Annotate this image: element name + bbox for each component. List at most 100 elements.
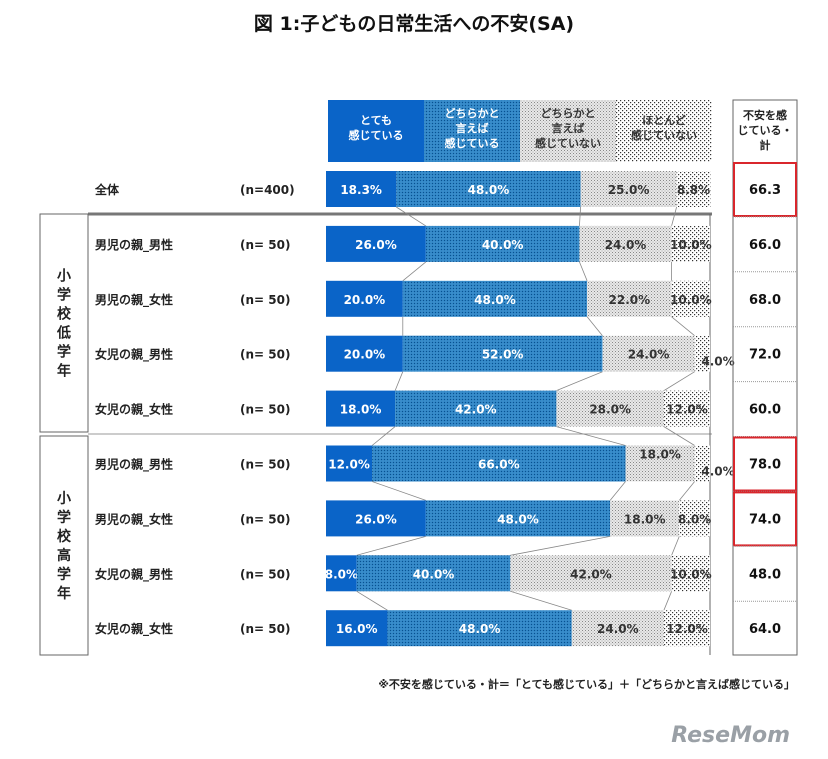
category-label: 男児の親_女性 [95,511,173,527]
bar-segment [425,500,611,537]
category-label: 女児の親_女性 [95,621,173,637]
bar-segment [694,335,710,372]
totals-box [732,99,798,656]
connector-line [371,481,426,501]
data-label: 8.0% [325,567,358,581]
data-label: 18.0% [340,403,382,417]
data-label: 8.8% [677,183,710,197]
bar-segment [579,225,672,262]
legend-swatch-3 [520,100,616,162]
connector-line [510,590,572,611]
connector-line [356,536,426,556]
data-label: 4.0% [701,465,734,479]
category-label: 男児の親_男性 [95,237,173,253]
n-label: (n= 50) [240,238,290,252]
bar-segment [663,390,710,427]
data-label: 20.0% [344,293,386,307]
legend-swatch-4 [616,100,712,162]
connector-line [396,206,427,227]
data-label: 42.0% [570,567,612,581]
data-label: 12.0% [666,403,708,417]
total-value: 66.3 [749,183,781,198]
data-label: 12.0% [666,622,708,636]
data-label: 40.0% [482,238,524,252]
bar-segment [625,445,695,482]
data-label: 10.0% [670,567,712,581]
n-label: (n= 50) [240,622,290,636]
bar-segment [326,171,397,207]
bar-segment [402,335,603,372]
data-label: 28.0% [589,403,631,417]
bar-segment [326,390,396,427]
data-label: 24.0% [628,348,670,362]
category-label: 女児の親_男性 [95,347,173,363]
bar-segment [326,500,426,537]
group-box-1 [39,213,89,433]
bar-segment [425,225,580,262]
bar-segment [395,390,557,427]
total-value: 64.0 [749,622,781,637]
connector-line [394,371,404,391]
bar-segment [602,335,695,372]
resemom-logo: ReseMom [671,723,790,748]
n-label: (n= 50) [240,348,290,362]
bar-segment [396,171,581,207]
data-label: 25.0% [608,183,650,197]
data-label: 52.0% [482,348,524,362]
legend-label-2: どちらかと言えば感じている [445,107,500,150]
bar-segment [663,610,710,647]
bar-segment [387,610,572,647]
legend-label-3: どちらかと言えば感じていない [535,107,601,150]
total-value: 60.0 [749,403,781,418]
total-value: 48.0 [749,567,781,582]
total-value: 72.0 [749,348,781,363]
highlight-box [733,436,797,492]
data-label: 10.0% [670,238,712,252]
connector-line [671,206,677,227]
total-value: 74.0 [749,512,781,527]
connector-line [609,481,626,501]
data-label: 12.0% [328,458,370,472]
data-label: 24.0% [605,238,647,252]
data-label: 4.0% [701,355,734,369]
bars: 18.3% 48.0% 25.0% 8.8% 26.0% 40.0% 24.0% 10.0% 2… [325,171,735,647]
category-label: 女児の親_女性 [95,402,173,418]
data-label: 18.0% [639,448,681,462]
footnote: ※不安を感じている・計＝「とても感じている」＋「どちらかと言えば感じている」 [378,677,795,691]
bar-segment [671,225,710,262]
data-label: 40.0% [413,567,455,581]
data-label: 24.0% [597,622,639,636]
data-label: 48.0% [497,512,539,526]
bar-segment [610,500,680,537]
n-label: (n= 50) [240,403,290,417]
bar-segment [556,390,664,427]
data-label: 22.0% [609,293,651,307]
chart-title: 図 1:子どもの日常生活への不安(SA) [254,12,574,35]
connector-line [671,536,680,556]
category-label: 女児の親_男性 [95,566,173,582]
n-label: (n=400) [240,183,295,197]
connector-line [402,261,427,282]
data-label: 42.0% [455,403,497,417]
group-box-2 [39,435,89,656]
legend-label-1: とても感じている [349,114,404,142]
bar-segment [356,555,511,592]
legend-swatch-2 [424,100,520,162]
data-label: 26.0% [355,512,397,526]
bar-segment [679,500,710,537]
bar-segment [671,280,710,317]
totals-header: 不安を感じている・計 [738,108,793,152]
category-label: 全体 [94,182,120,197]
bar-segment [671,555,710,592]
connector-line [579,261,588,281]
legend-label-4: ほとんど感じていない [631,114,697,142]
connector-line [510,536,611,556]
group-label-1: 小学校低学年 [56,269,72,380]
highlight-box [733,491,797,547]
bar-segment [694,445,710,482]
row-labels: 全体 (n=400) 男児の親_男性 (n= 50) 男児の親_女性 (n= 50) 女児の… [94,182,295,637]
connector-line [671,316,695,337]
